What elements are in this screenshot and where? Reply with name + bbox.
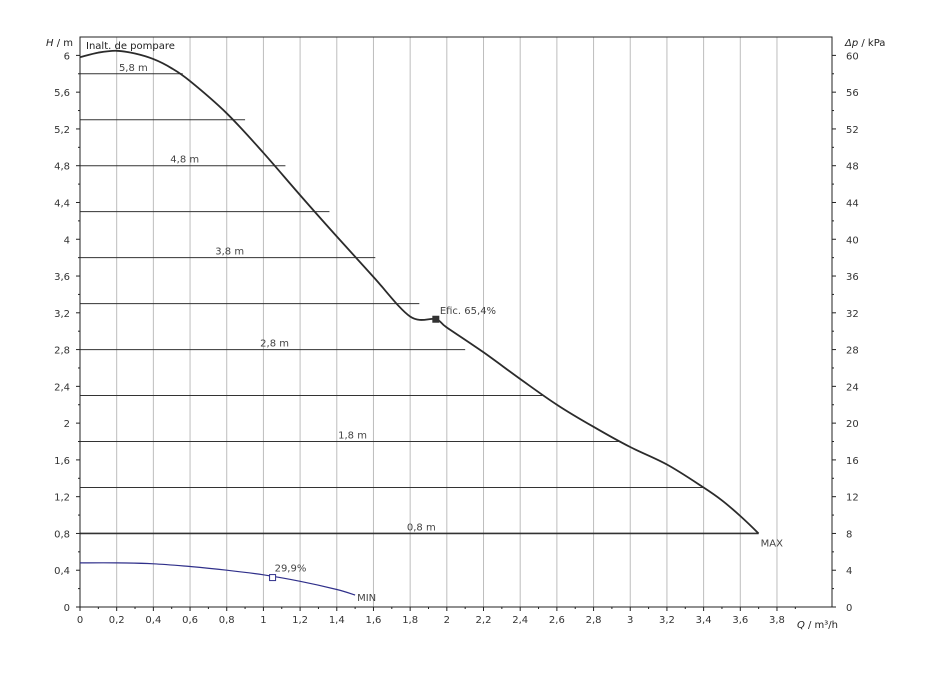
series [79, 49, 760, 596]
level-label: 2,8 m [260, 339, 289, 350]
x-axis-label: Q / m³/h [797, 620, 838, 631]
y-tick-label: 6 [64, 51, 70, 62]
y-tick-label: 4,8 [54, 162, 70, 173]
efficiency-marker [432, 315, 440, 323]
x-tick-label: 3,6 [732, 615, 748, 626]
y-tick-label: 0 [64, 603, 70, 614]
y-axis-label: H / m [46, 38, 73, 49]
y2-tick-label: 60 [846, 51, 859, 62]
y2-tick-label: 12 [846, 493, 859, 504]
grid [116, 37, 778, 607]
x-tick-label: 2,8 [586, 615, 602, 626]
efficiency-label: Efic. 65,4% [440, 306, 496, 317]
x-tick-label: 2,2 [476, 615, 492, 626]
y2-tick-label: 28 [846, 346, 859, 357]
y-tick-label: 2,8 [54, 346, 70, 357]
x-tick-label: 1,2 [292, 615, 308, 626]
x-tick-label: 0,4 [145, 615, 161, 626]
y2-tick-label: 36 [846, 272, 859, 283]
min-curve-label: MIN [357, 593, 376, 604]
y-tick-label: 5,6 [54, 88, 70, 99]
x-tick-label: 3,2 [659, 615, 675, 626]
x-tick-label: 1,4 [329, 615, 345, 626]
axes: 0 0,2 0,4 0,6 0,8 1 1,2 1,4 1,6 1,8 2 2,2 2,4 2,6 2,8 3… [54, 51, 859, 626]
y2-tick-label: 44 [846, 198, 859, 209]
x-tick-label: 3 [627, 615, 633, 626]
y-tick-label: 2,4 [54, 382, 70, 393]
y2-tick-label: 16 [846, 456, 859, 467]
y-tick-label: 2 [64, 419, 70, 430]
series-line-min [79, 562, 356, 596]
y2-tick-label: 4 [846, 566, 852, 577]
head-level-lines: 5,8 m 4,8 m 3,8 m 2,8 m 1,8 m 0,8 m [80, 63, 759, 535]
y-tick-label: 3,2 [54, 309, 70, 320]
chart-title: Inalt. de pompare [86, 41, 175, 52]
level-label: 4,8 m [170, 155, 199, 166]
y-tick-label: 1,6 [54, 456, 70, 467]
x-tick-label: 1 [260, 615, 266, 626]
y-tick-label: 5,2 [54, 125, 70, 136]
min-efficiency-marker [269, 574, 277, 582]
x-tick-label: 1,6 [366, 615, 382, 626]
y-tick-label: 4,4 [54, 198, 70, 209]
y-tick-label: 4 [64, 235, 70, 246]
y2-tick-label: 40 [846, 235, 859, 246]
x-tick-label: 2 [444, 615, 450, 626]
series-line-max [79, 49, 760, 535]
y-tick-label: 0,4 [54, 566, 70, 577]
plot-frame [79, 36, 833, 608]
x-tick-label: 3,8 [769, 615, 785, 626]
max-curve-label: MAX [761, 538, 783, 549]
y-tick-label: 3,6 [54, 272, 70, 283]
y-tick-label: 1,2 [54, 493, 70, 504]
level-label: 0,8 m [407, 522, 436, 533]
level-label: 1,8 m [338, 431, 367, 442]
level-label: 5,8 m [119, 63, 148, 74]
y2-tick-label: 0 [846, 603, 852, 614]
y2-tick-label: 8 [846, 529, 852, 540]
x-tick-label: 0,2 [109, 615, 125, 626]
x-tick-label: 2,6 [549, 615, 565, 626]
y2-tick-label: 32 [846, 309, 859, 320]
y2-tick-label: 52 [846, 125, 859, 136]
x-tick-label: 3,4 [696, 615, 712, 626]
y2-tick-label: 20 [846, 419, 859, 430]
x-tick-label: 0 [77, 615, 83, 626]
x-tick-label: 0,8 [219, 615, 235, 626]
min-efficiency-label: 29,9% [275, 564, 307, 575]
y2-tick-label: 56 [846, 88, 859, 99]
x-tick-label: 0,6 [182, 615, 198, 626]
annotations: Efic. 65,4% 29,9% MAX MIN [269, 306, 783, 604]
y2-tick-label: 48 [846, 162, 859, 173]
y2-axis-label: Δp / kPa [844, 38, 885, 49]
x-tick-label: 1,8 [402, 615, 418, 626]
y2-tick-label: 24 [846, 382, 859, 393]
level-label: 3,8 m [215, 247, 244, 258]
y-tick-label: 0,8 [54, 529, 70, 540]
x-tick-label: 2,4 [512, 615, 528, 626]
